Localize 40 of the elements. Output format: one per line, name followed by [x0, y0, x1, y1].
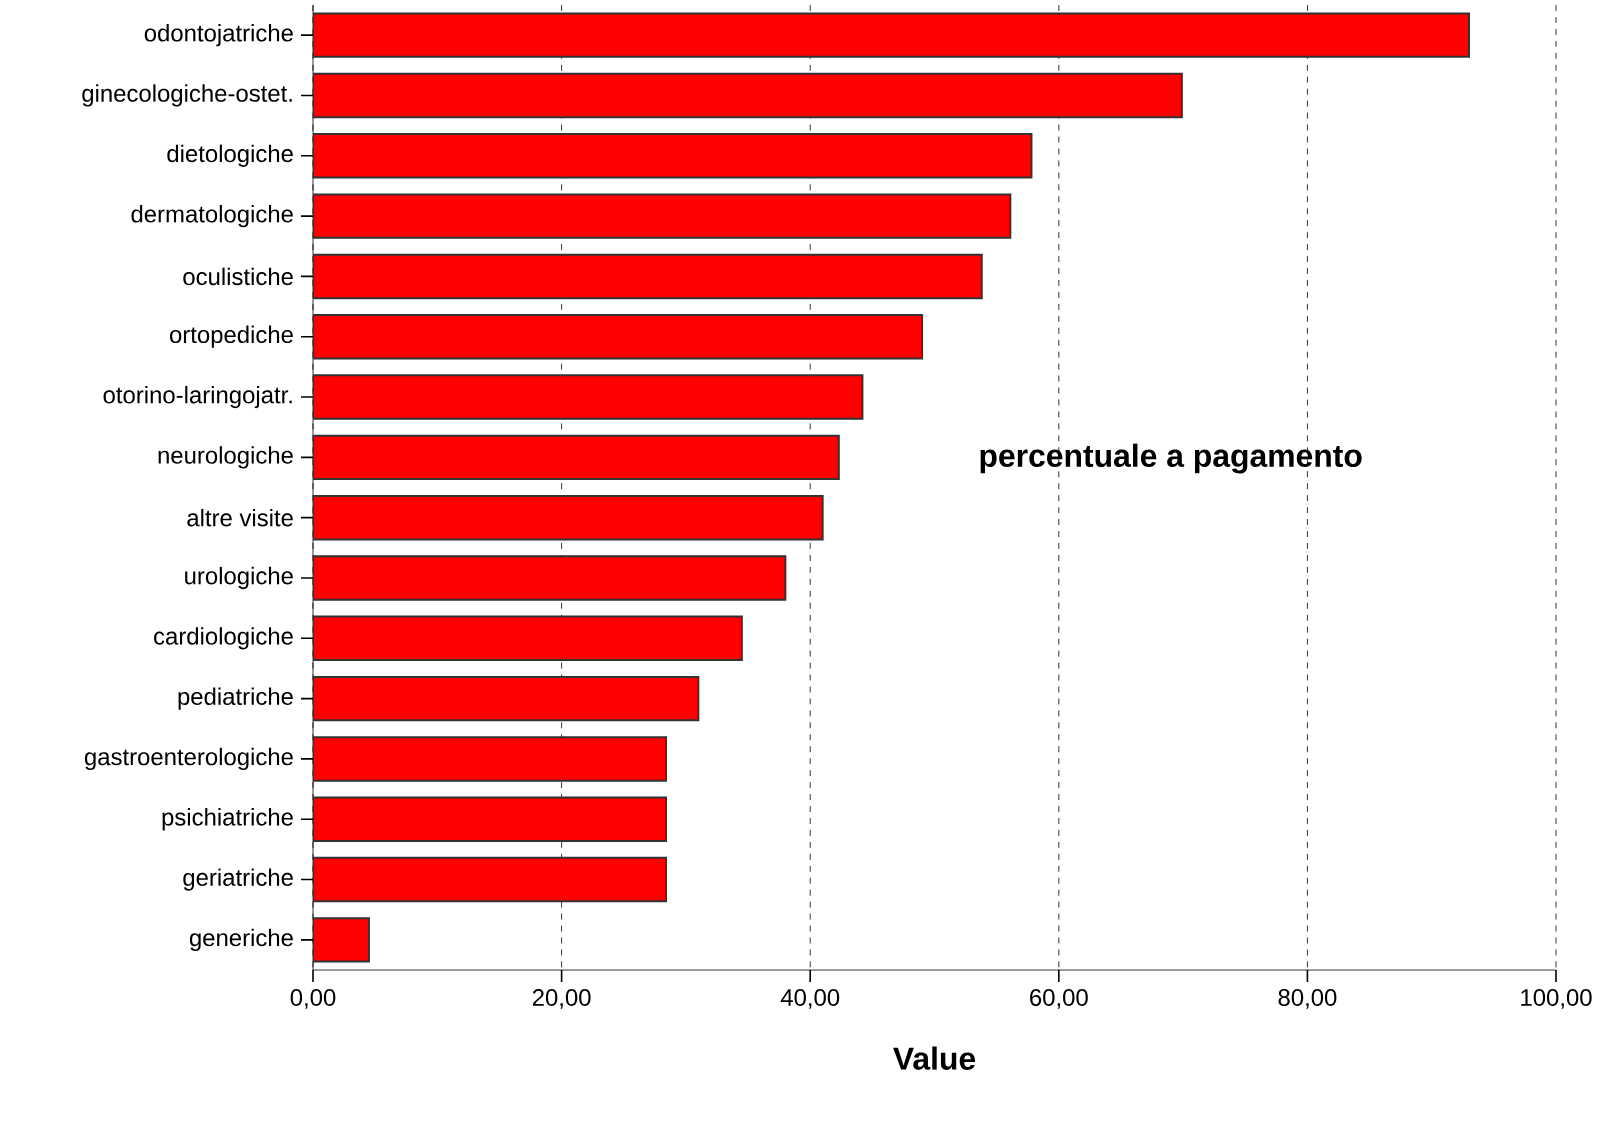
y-tick-label: geriatriche	[183, 868, 293, 891]
bar	[313, 434, 840, 481]
y-tick-label: psichiatriche	[162, 808, 293, 831]
bar	[313, 555, 787, 601]
bar	[313, 314, 924, 360]
bar	[313, 193, 1012, 239]
y-tick-label: gastroenterologiche	[84, 747, 293, 771]
x-tick-label: 40,00	[780, 989, 840, 1009]
y-tick-label: urologiche	[185, 566, 293, 590]
bar	[313, 494, 824, 541]
x-tick-label: 80,00	[1278, 989, 1337, 1009]
y-tick-label: dietologiche	[167, 144, 293, 167]
y-tick-label: pediatriche	[178, 687, 293, 710]
bar	[313, 796, 668, 842]
x-tick-label: 60,00	[1030, 989, 1088, 1009]
y-tick-label: ginecologiche-ostet.	[82, 84, 292, 107]
y-tick-label: neurologiche	[158, 446, 293, 469]
y-tick-label: dermatologiche	[131, 204, 293, 228]
bar	[313, 72, 1183, 119]
y-tick-label: oculistiche	[183, 267, 293, 286]
x-axis-title: Value	[893, 1046, 976, 1070]
bar	[313, 133, 1033, 179]
y-tick-label: otorino-laringojatr.	[103, 385, 292, 409]
bar	[313, 736, 668, 782]
y-tick-label: odontojatriche	[144, 24, 293, 47]
bar	[313, 253, 983, 300]
y-tick-label: ortopediche	[170, 325, 293, 348]
y-tick-label: altre visite	[187, 508, 293, 527]
bar	[313, 675, 700, 722]
y-tick-label: cardiologiche	[154, 627, 293, 650]
annotation: percentuale a pagamento	[980, 443, 1362, 474]
bar	[313, 374, 864, 420]
bar	[313, 856, 668, 903]
x-tick-label: 0,00	[290, 989, 336, 1009]
bar	[313, 12, 1471, 58]
x-tick-label: 20,00	[532, 989, 591, 1009]
y-tick-label: generiche	[189, 928, 293, 952]
bar	[313, 917, 370, 963]
bar	[313, 615, 743, 661]
x-tick-label: 100,00	[1521, 989, 1592, 1009]
